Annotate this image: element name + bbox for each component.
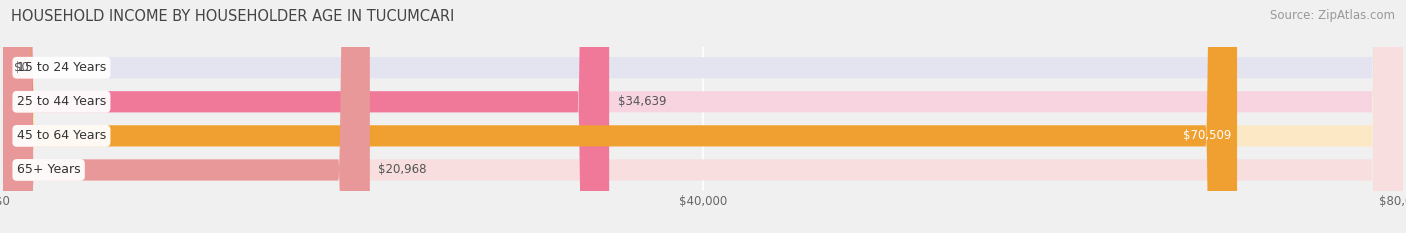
Text: $34,639: $34,639	[617, 95, 666, 108]
Text: $0: $0	[14, 61, 30, 74]
FancyBboxPatch shape	[3, 0, 1403, 233]
Text: $70,509: $70,509	[1182, 129, 1232, 142]
FancyBboxPatch shape	[3, 0, 1403, 233]
Text: 15 to 24 Years: 15 to 24 Years	[17, 61, 105, 74]
FancyBboxPatch shape	[3, 0, 370, 233]
Text: HOUSEHOLD INCOME BY HOUSEHOLDER AGE IN TUCUMCARI: HOUSEHOLD INCOME BY HOUSEHOLDER AGE IN T…	[11, 9, 454, 24]
FancyBboxPatch shape	[3, 0, 1403, 233]
FancyBboxPatch shape	[3, 0, 1403, 233]
Text: 65+ Years: 65+ Years	[17, 163, 80, 176]
FancyBboxPatch shape	[3, 0, 609, 233]
Text: 25 to 44 Years: 25 to 44 Years	[17, 95, 105, 108]
Text: $20,968: $20,968	[378, 163, 427, 176]
FancyBboxPatch shape	[3, 0, 1237, 233]
Text: Source: ZipAtlas.com: Source: ZipAtlas.com	[1270, 9, 1395, 22]
Text: 45 to 64 Years: 45 to 64 Years	[17, 129, 105, 142]
